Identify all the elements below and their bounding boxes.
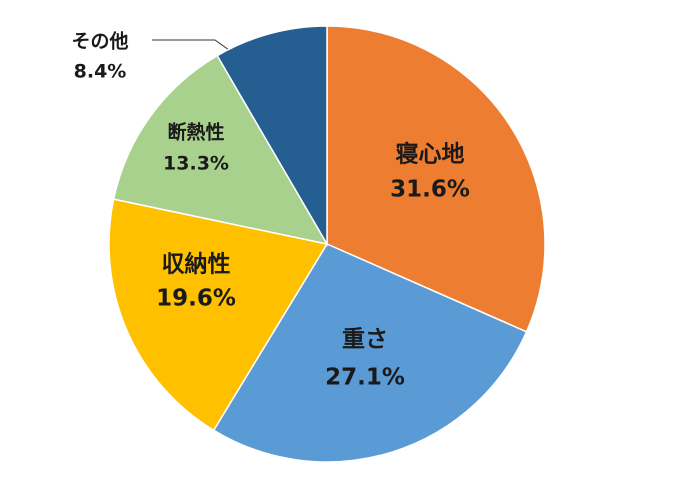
pie-slice [326, 25, 546, 333]
slice-label: 収納性 [162, 251, 231, 278]
pie-slice [216, 25, 328, 247]
slice-label: その他 [71, 30, 128, 53]
value-label: 13.3% [163, 153, 229, 175]
slice-label: 寝心地 [396, 141, 465, 168]
slice-label: 重さ [342, 327, 388, 353]
pie-slice [112, 54, 329, 246]
value-label: 19.6% [156, 286, 236, 312]
value-label: 31.6% [390, 177, 470, 203]
value-label: 8.4% [74, 61, 127, 83]
value-label: 27.1% [325, 365, 405, 391]
slice-label: 断熱性 [167, 121, 224, 144]
pie-slice [212, 243, 528, 463]
pie-slice [108, 198, 329, 432]
